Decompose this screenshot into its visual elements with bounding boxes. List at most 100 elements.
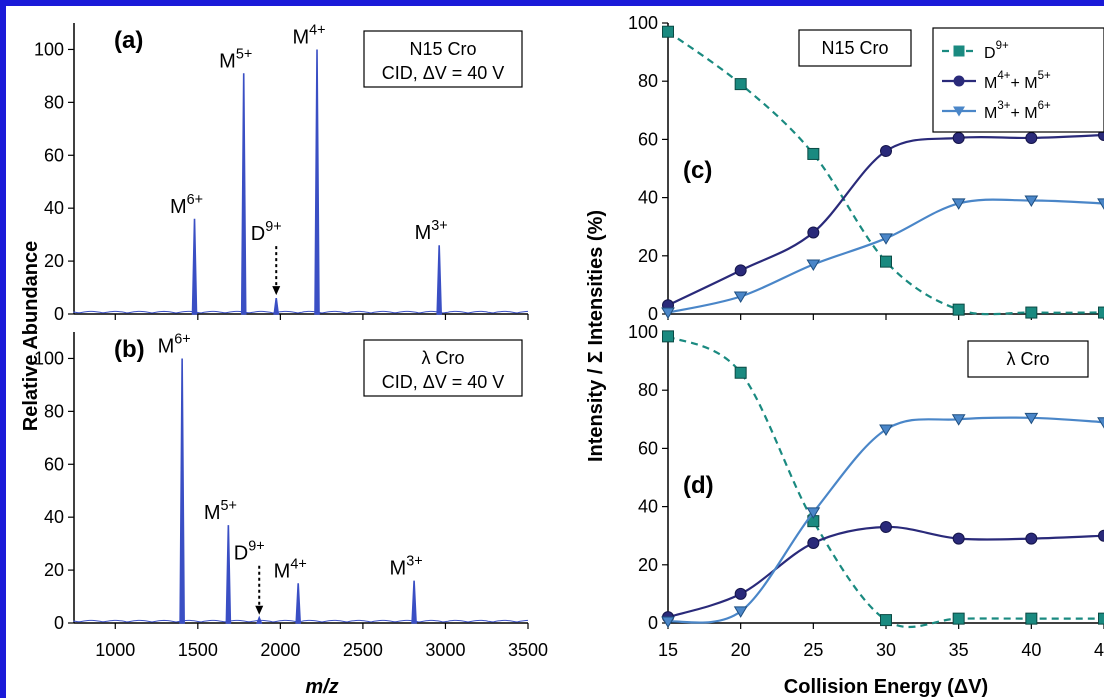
panel-label: (d) xyxy=(683,472,714,499)
x-tick-label: 3000 xyxy=(425,640,465,660)
spectrum-peak xyxy=(314,49,320,315)
spectrum-peak xyxy=(225,525,232,624)
peak-label: M6+ xyxy=(158,331,191,357)
series-marker xyxy=(880,255,892,268)
legend-label-sup2: 5+ xyxy=(1038,70,1051,82)
series-marker xyxy=(951,414,966,426)
y-tick-label: 0 xyxy=(648,304,658,324)
series-marker xyxy=(734,264,747,277)
series-marker xyxy=(733,606,748,618)
y-tick-label: 40 xyxy=(44,198,64,218)
y-tick-label: 20 xyxy=(638,555,658,575)
series-marker xyxy=(951,198,966,210)
peak-label-base: M xyxy=(204,502,221,524)
peak-label: D9+ xyxy=(234,539,265,565)
series-marker xyxy=(662,330,674,343)
y-tick-label: 100 xyxy=(628,322,658,342)
series-line xyxy=(667,335,1104,629)
peak-arrow-head xyxy=(255,605,264,615)
info-box-line: N15 Cro xyxy=(409,39,476,59)
peak-label-base: M xyxy=(170,196,187,218)
spectrum-peak xyxy=(191,218,198,315)
peak-label-base: M xyxy=(274,560,291,582)
series-marker xyxy=(661,307,675,320)
spectrum-peak xyxy=(411,580,417,624)
x-tick-label: 40 xyxy=(1021,640,1041,660)
x-tick-label: 2500 xyxy=(343,640,383,660)
info-box xyxy=(363,30,523,88)
peak-label-sup: 6+ xyxy=(187,192,203,208)
legend-label: M4++ M5+ xyxy=(984,70,1051,92)
y-tick-label: 80 xyxy=(44,401,64,421)
series-marker xyxy=(734,587,747,600)
peak-label-base: M xyxy=(158,335,175,357)
legend-marker xyxy=(953,106,965,117)
panel-label: (c) xyxy=(683,157,712,184)
peak-label-sup: 3+ xyxy=(431,218,447,234)
series-marker xyxy=(952,303,965,316)
peak-label: M5+ xyxy=(204,498,237,524)
legend-marker xyxy=(953,75,965,87)
x-tick-label: 3500 xyxy=(508,640,548,660)
peak-label-base: M xyxy=(415,222,432,244)
legend-label-base: M xyxy=(984,105,997,122)
legend-label-sup: 3+ xyxy=(997,100,1010,112)
peak-label-base: M xyxy=(390,558,407,580)
right-x-axis-label: Collision Energy (ΔV) xyxy=(784,676,988,698)
spectrum-baseline xyxy=(73,310,529,314)
peak-label: M5+ xyxy=(219,46,252,72)
peak-label-base: D xyxy=(234,543,248,565)
peak-label-sup: 5+ xyxy=(220,498,236,514)
x-tick-label: 25 xyxy=(803,640,823,660)
info-box xyxy=(363,339,523,397)
y-tick-label: 60 xyxy=(44,145,64,165)
x-tick-label: 30 xyxy=(876,640,896,660)
left-y-axis-label: Relative Abundance xyxy=(20,241,42,431)
y-tick-label: 60 xyxy=(638,129,658,149)
series-marker xyxy=(807,226,820,239)
peak-label-sup: 6+ xyxy=(174,331,190,347)
spectrum-peak xyxy=(273,298,280,315)
series-marker xyxy=(952,612,965,625)
y-tick-label: 40 xyxy=(638,497,658,517)
series-marker xyxy=(952,532,965,545)
series-marker xyxy=(1097,417,1104,429)
series-marker xyxy=(880,145,892,158)
series-line xyxy=(667,416,1104,624)
series-marker xyxy=(1097,198,1104,210)
panel-d: 0 20 40 60 80 100 15 20 25 30 35 40 45 (d) λ Cro xyxy=(628,322,1104,660)
legend-label-base2: + M xyxy=(1010,75,1037,92)
peak-label: M4+ xyxy=(292,22,325,48)
panel-label: (a) xyxy=(114,27,143,54)
y-tick-label: 80 xyxy=(638,380,658,400)
y-tick-label: 100 xyxy=(34,39,64,59)
legend-marker xyxy=(953,45,965,57)
legend-label-base2: + M xyxy=(1010,105,1037,122)
peak-label-base: M xyxy=(292,26,309,48)
series-marker xyxy=(880,520,892,533)
panel-label: (b) xyxy=(114,336,145,363)
series-marker xyxy=(807,147,820,160)
series-marker xyxy=(1024,195,1039,207)
series-line xyxy=(667,525,1104,619)
y-tick-label: 60 xyxy=(638,438,658,458)
series-marker xyxy=(806,259,821,272)
y-tick-label: 40 xyxy=(638,188,658,208)
series-marker xyxy=(807,536,820,549)
peak-label: D9+ xyxy=(251,219,282,245)
legend-label-sup2: 6+ xyxy=(1038,100,1051,112)
panel-b: 0 20 40 60 80 100 1000 1500 2000 2500 3000 3500 (b) λ… xyxy=(34,331,548,660)
series-marker xyxy=(733,291,748,304)
x-tick-label: 45 xyxy=(1094,640,1104,660)
peak-label-base: M xyxy=(219,50,236,72)
info-box xyxy=(967,340,1089,378)
y-tick-label: 0 xyxy=(54,304,64,324)
spectrum-peak xyxy=(436,245,443,315)
peak-label-sup: 5+ xyxy=(236,46,252,62)
x-tick-label: 2000 xyxy=(260,640,300,660)
peak-label-sup: 4+ xyxy=(290,556,306,572)
series-marker xyxy=(1024,412,1039,425)
peak-label: M4+ xyxy=(274,556,307,582)
